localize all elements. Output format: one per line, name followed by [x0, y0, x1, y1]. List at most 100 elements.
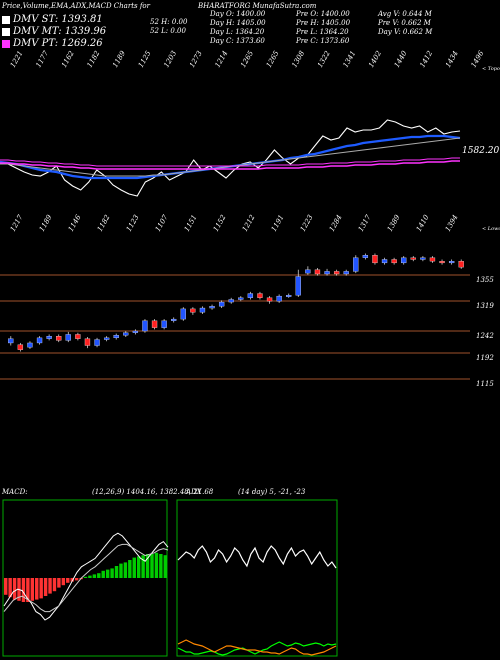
macd-histogram-bar — [136, 556, 141, 578]
candle-body — [103, 337, 110, 340]
candle-body — [257, 293, 263, 298]
candle-body — [372, 255, 378, 264]
stats-col-vol: Avg V: 0.644 M Pre V: 0.662 M Day V: 0.6… — [378, 10, 432, 37]
ema-top-tick-label: 1125 — [137, 49, 153, 69]
ema-bottom-tick-label: 1146 — [67, 213, 83, 233]
ema-bottom-tick-label: 1212 — [241, 213, 257, 233]
stat-52h: 52 H: 0.00 — [150, 18, 188, 26]
macd-histogram-bar — [21, 578, 26, 602]
stat-pre-vol: Pre V: 0.662 M — [378, 19, 431, 27]
stat-pre-high: Pre H: 1405.00 — [296, 19, 351, 27]
macd-line-0 — [3, 532, 169, 621]
ema-bottom-tick-label: 1151 — [183, 214, 199, 233]
macd-panel — [2, 499, 169, 657]
legend-item-st: DMV ST: 1393.81 — [2, 14, 106, 25]
candle-body — [343, 271, 349, 275]
legend-label-st: DMV ST: 1393.81 — [13, 14, 103, 25]
candle-body — [276, 295, 282, 302]
candle-body — [171, 318, 177, 321]
ema-top-tick-label: 1177 — [34, 49, 50, 69]
candle-body — [333, 271, 340, 275]
candle-body — [75, 334, 81, 339]
candle-body — [238, 297, 244, 300]
ema-bottom-tick-label: 1217 — [9, 213, 25, 233]
ema-top-tick-label: 1308 — [290, 49, 306, 69]
ema-bottom-tick-label: 1123 — [125, 213, 141, 233]
ema-top-tick-label: 1402 — [367, 49, 383, 69]
candle-body — [362, 255, 369, 258]
candle-body — [324, 271, 330, 275]
macd-histogram-bar — [74, 578, 79, 581]
candle-body — [132, 330, 139, 333]
ema-line-0 — [0, 119, 461, 197]
macd-histogram-bar — [8, 578, 12, 598]
candle-body — [27, 342, 33, 348]
ema-line-pink-2 — [0, 160, 460, 170]
macd-histogram-bar — [101, 570, 105, 578]
ema-top-tick-label: 1214 — [214, 50, 230, 69]
stat-day-low: Day L: 1364.20 — [210, 28, 265, 36]
price-level-label: 1355 — [476, 276, 494, 284]
candle-body — [94, 339, 100, 346]
ema-line-3 — [0, 157, 460, 167]
ema-bottom-tick-label: 1389 — [386, 213, 402, 233]
stat-pre-open: Pre O: 1400.00 — [296, 10, 350, 18]
macd-histogram-bar — [150, 554, 154, 578]
legend-swatch-pt — [2, 39, 10, 48]
ema-top-tick-label: 1162 — [60, 49, 76, 69]
candle-body — [420, 257, 426, 260]
ema-top-tick-label: 1221 — [9, 50, 25, 69]
candle-body — [113, 335, 119, 339]
legend-item-pt: DMV PT: 1269.26 — [2, 38, 106, 49]
ema-last-value-label: 1582.20 — [462, 146, 499, 156]
macd-histogram-bar — [128, 560, 132, 578]
macd-params: (12,26,9) 1404.16, 1382.48, 21.68 — [92, 488, 214, 496]
adx-line-2 — [177, 639, 337, 656]
ema-bottom-tick-label: 1317 — [357, 213, 373, 233]
macd-histogram-bar — [159, 554, 163, 578]
ema-bottom-tick-label: 1152 — [212, 213, 228, 233]
candle-body — [65, 334, 71, 341]
price-level-label: 1192 — [476, 354, 494, 362]
macd-histogram-bar — [141, 555, 145, 578]
candle-body — [36, 337, 43, 344]
price-level-label: 1115 — [476, 380, 494, 388]
stat-day-vol: Day V: 0.662 M — [378, 28, 433, 36]
candle-body — [161, 320, 167, 328]
candle-body — [448, 261, 455, 264]
candle-body — [56, 335, 62, 341]
price-level-label: 1319 — [476, 302, 494, 310]
candle-body — [429, 257, 436, 262]
adx-title: ADX — [186, 488, 202, 496]
ema-line-2 — [0, 137, 461, 177]
macd-histogram-bar — [83, 576, 88, 578]
ema-top-tick-label: 1265 — [265, 49, 281, 69]
macd-histogram-bar — [163, 555, 167, 578]
ema-top-tick-label: 1189 — [111, 49, 127, 69]
ema-panel: 1221 1177 1162 1182 1189 1125 1203 1273 1214 1265… — [0, 49, 500, 233]
candle-body — [151, 320, 158, 328]
ema-bottom-tick-label: 1182 — [96, 213, 112, 233]
adx-line-1 — [177, 641, 337, 656]
candle-body — [305, 269, 311, 274]
macd-histogram-bar — [61, 578, 66, 586]
macd-histogram-bar — [52, 578, 57, 592]
macd-histogram-bar — [123, 562, 128, 578]
macd-title: MACD: — [2, 488, 28, 496]
candle-body — [17, 344, 24, 350]
ema-top-tick-label: 1341 — [342, 50, 358, 69]
adx-params: (14 day) 5, -21, -23 — [238, 488, 306, 496]
legend-swatch-mt — [2, 27, 10, 36]
stats-col-day: Day O: 1400.00 Day H: 1405.00 Day L: 136… — [210, 10, 266, 46]
candle-body — [209, 306, 215, 309]
candle-body — [228, 299, 234, 303]
macd-histogram-bar — [39, 578, 43, 599]
candle-body — [295, 276, 301, 296]
legend-label-mt: DMV MT: 1339.96 — [13, 26, 107, 37]
ema-corner-bottom-label: < Lowo — [482, 226, 500, 232]
candle-body — [84, 338, 91, 346]
candle-body — [46, 335, 52, 339]
symbol-label: BHARATFORG MunafaSutra.com — [198, 2, 317, 10]
macd-histogram-bar — [43, 578, 48, 596]
